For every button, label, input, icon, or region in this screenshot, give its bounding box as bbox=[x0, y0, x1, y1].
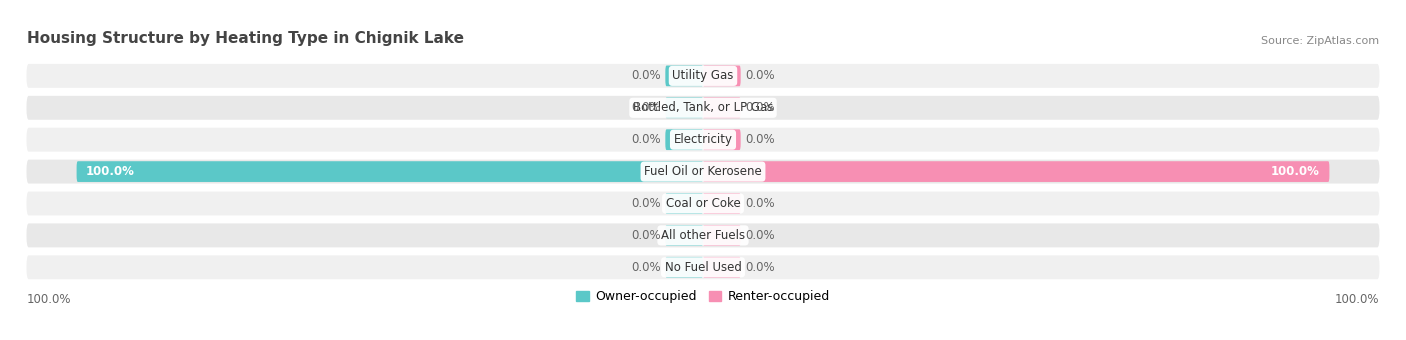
Text: 100.0%: 100.0% bbox=[86, 165, 135, 178]
FancyBboxPatch shape bbox=[703, 193, 741, 214]
FancyBboxPatch shape bbox=[703, 161, 1330, 182]
Text: Electricity: Electricity bbox=[673, 133, 733, 146]
Text: 0.0%: 0.0% bbox=[631, 101, 661, 114]
Text: Source: ZipAtlas.com: Source: ZipAtlas.com bbox=[1261, 36, 1379, 46]
Text: 0.0%: 0.0% bbox=[745, 229, 775, 242]
FancyBboxPatch shape bbox=[665, 257, 703, 278]
Text: 0.0%: 0.0% bbox=[631, 69, 661, 82]
FancyBboxPatch shape bbox=[27, 255, 1379, 279]
FancyBboxPatch shape bbox=[703, 225, 741, 246]
FancyBboxPatch shape bbox=[27, 128, 1379, 152]
FancyBboxPatch shape bbox=[27, 96, 1379, 120]
Text: Bottled, Tank, or LP Gas: Bottled, Tank, or LP Gas bbox=[633, 101, 773, 114]
Text: All other Fuels: All other Fuels bbox=[661, 229, 745, 242]
Text: 100.0%: 100.0% bbox=[27, 293, 72, 306]
Text: 0.0%: 0.0% bbox=[745, 69, 775, 82]
FancyBboxPatch shape bbox=[703, 129, 741, 150]
Text: 0.0%: 0.0% bbox=[745, 261, 775, 274]
Text: 0.0%: 0.0% bbox=[631, 197, 661, 210]
Text: 0.0%: 0.0% bbox=[631, 229, 661, 242]
Text: 0.0%: 0.0% bbox=[631, 261, 661, 274]
FancyBboxPatch shape bbox=[27, 223, 1379, 248]
FancyBboxPatch shape bbox=[703, 66, 741, 86]
Text: 0.0%: 0.0% bbox=[745, 197, 775, 210]
Text: 100.0%: 100.0% bbox=[1271, 165, 1320, 178]
FancyBboxPatch shape bbox=[27, 191, 1379, 216]
FancyBboxPatch shape bbox=[665, 193, 703, 214]
FancyBboxPatch shape bbox=[27, 64, 1379, 88]
Legend: Owner-occupied, Renter-occupied: Owner-occupied, Renter-occupied bbox=[571, 286, 835, 308]
FancyBboxPatch shape bbox=[665, 98, 703, 118]
Text: 0.0%: 0.0% bbox=[745, 133, 775, 146]
FancyBboxPatch shape bbox=[665, 225, 703, 246]
FancyBboxPatch shape bbox=[665, 66, 703, 86]
Text: Housing Structure by Heating Type in Chignik Lake: Housing Structure by Heating Type in Chi… bbox=[27, 31, 464, 46]
Text: 0.0%: 0.0% bbox=[631, 133, 661, 146]
Text: Fuel Oil or Kerosene: Fuel Oil or Kerosene bbox=[644, 165, 762, 178]
FancyBboxPatch shape bbox=[703, 98, 741, 118]
FancyBboxPatch shape bbox=[27, 160, 1379, 184]
Text: 100.0%: 100.0% bbox=[1334, 293, 1379, 306]
FancyBboxPatch shape bbox=[76, 161, 703, 182]
Text: 0.0%: 0.0% bbox=[745, 101, 775, 114]
Text: No Fuel Used: No Fuel Used bbox=[665, 261, 741, 274]
FancyBboxPatch shape bbox=[665, 129, 703, 150]
Text: Utility Gas: Utility Gas bbox=[672, 69, 734, 82]
Text: Coal or Coke: Coal or Coke bbox=[665, 197, 741, 210]
FancyBboxPatch shape bbox=[703, 257, 741, 278]
